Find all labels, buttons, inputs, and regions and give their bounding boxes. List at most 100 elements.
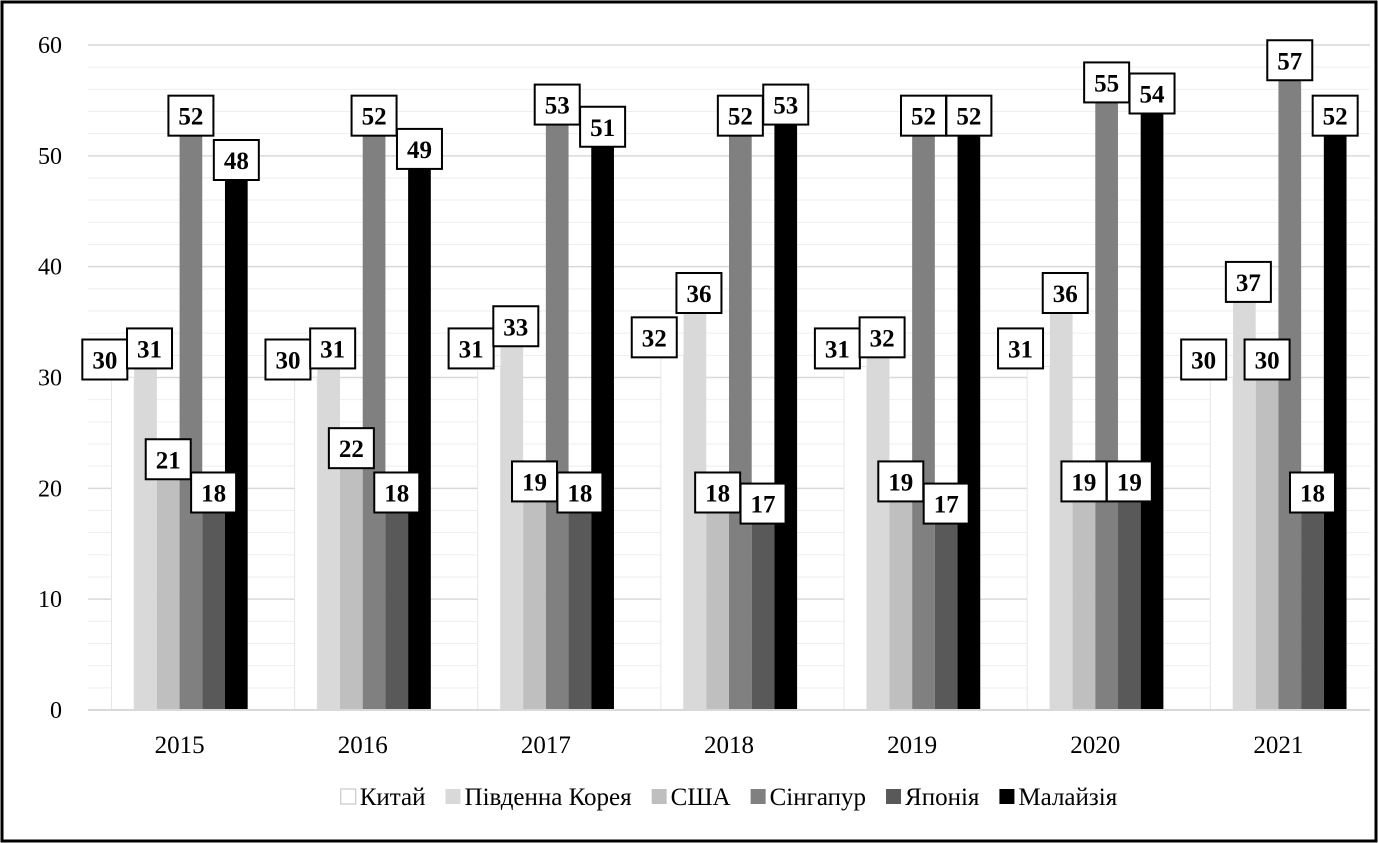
data-label: 18 xyxy=(694,471,742,514)
data-label-text: 37 xyxy=(1236,270,1261,297)
data-label-text: 52 xyxy=(911,104,936,131)
bar xyxy=(1233,299,1256,710)
data-label-box xyxy=(877,460,925,503)
data-label: 36 xyxy=(1041,272,1089,314)
data-label: 37 xyxy=(1224,260,1272,303)
data-label-text: 30 xyxy=(1255,348,1280,375)
data-label: 48 xyxy=(212,139,260,181)
bar xyxy=(477,365,501,711)
bar xyxy=(317,366,341,710)
data-label: 55 xyxy=(1083,61,1131,104)
data-label-box xyxy=(630,316,678,359)
x-tick-label: 2017 xyxy=(521,732,571,759)
bar xyxy=(889,499,913,710)
bar xyxy=(591,144,614,710)
data-label-box xyxy=(373,471,421,514)
bar xyxy=(1209,377,1234,711)
data-label: 19 xyxy=(877,460,925,503)
data-label-text: 17 xyxy=(934,492,959,519)
bar xyxy=(1095,100,1118,710)
data-label-box xyxy=(144,438,192,481)
data-label-text: 30 xyxy=(275,348,300,375)
data-label-box xyxy=(556,471,604,514)
legend-item: США xyxy=(651,784,731,811)
data-label-box xyxy=(1083,61,1131,104)
data-label: 18 xyxy=(373,471,421,514)
bar xyxy=(110,377,135,711)
data-label: 30 xyxy=(264,338,312,381)
data-label-box xyxy=(1060,460,1108,503)
bar xyxy=(202,510,225,710)
x-axis: 2015 2016 2017 2018 2019 2020 2021 xyxy=(155,732,1304,759)
data-label-box xyxy=(1105,460,1153,503)
y-tick-label: 40 xyxy=(38,255,62,281)
data-label: 19 xyxy=(511,460,559,503)
bar xyxy=(912,133,935,710)
data-label-text: 31 xyxy=(320,336,345,363)
legend-label: Японія xyxy=(905,784,980,811)
data-label: 33 xyxy=(492,305,540,348)
y-tick-label: 0 xyxy=(50,698,62,724)
bar xyxy=(1301,510,1324,710)
bar xyxy=(1026,365,1051,711)
data-label-box xyxy=(309,327,357,370)
data-label-text: 21 xyxy=(156,447,181,474)
legend-label: США xyxy=(671,784,731,811)
legend-swatch xyxy=(651,789,667,804)
bar xyxy=(1323,133,1347,710)
data-label-box xyxy=(1311,94,1359,137)
data-label-box xyxy=(1224,260,1272,303)
data-label-box xyxy=(264,338,312,381)
data-label-text: 22 xyxy=(339,436,364,463)
data-label: 17 xyxy=(739,482,787,525)
data-label: 17 xyxy=(922,482,970,525)
bar xyxy=(500,344,524,710)
bar xyxy=(340,466,363,710)
legend-label: Південна Корея xyxy=(465,784,633,811)
data-label-text: 52 xyxy=(362,104,387,131)
bar xyxy=(957,133,981,710)
data-label-box xyxy=(395,127,443,170)
bar xyxy=(1072,499,1096,710)
data-label: 30 xyxy=(1180,338,1228,381)
data-label-box xyxy=(190,471,238,514)
data-label-box xyxy=(167,94,215,137)
legend-swatch xyxy=(999,789,1015,804)
data-label-box xyxy=(511,460,559,503)
data-label-box xyxy=(1266,39,1314,82)
data-label-text: 31 xyxy=(137,336,162,363)
data-label-box xyxy=(813,327,861,370)
y-tick-label: 60 xyxy=(38,33,62,59)
data-label-box xyxy=(762,83,810,126)
legend-label: Сінгапур xyxy=(770,784,866,811)
data-label-text: 30 xyxy=(1191,348,1216,375)
legend-item: Південна Корея xyxy=(445,784,633,811)
data-label-text: 19 xyxy=(1117,469,1142,496)
y-tick-label: 30 xyxy=(38,366,62,392)
data-label-box xyxy=(997,327,1045,370)
data-label-text: 18 xyxy=(201,481,226,508)
data-label-box xyxy=(675,272,723,314)
legend-item: Сінгапур xyxy=(750,784,866,811)
data-label-text: 53 xyxy=(545,93,570,120)
data-label: 30 xyxy=(81,338,129,381)
x-tick-label: 2020 xyxy=(1070,732,1120,759)
data-labels: 30 31 21 52 18 48 30 31 22 52 18 49 31 33 19 53 18 51 32 36… xyxy=(81,39,1359,525)
data-label-text: 49 xyxy=(407,137,432,164)
data-label-text: 48 xyxy=(224,148,249,175)
data-label: 32 xyxy=(630,316,678,359)
legend-item: Японія xyxy=(886,784,980,811)
data-label-text: 17 xyxy=(751,492,776,519)
data-label-text: 53 xyxy=(773,93,798,120)
data-label: 52 xyxy=(899,94,947,137)
data-label-text: 55 xyxy=(1094,70,1119,97)
data-label: 22 xyxy=(327,427,375,470)
data-label: 31 xyxy=(126,327,174,370)
data-label: 54 xyxy=(1128,72,1176,115)
legend: Китай Південна Корея США Сінгапур Японія Мала… xyxy=(340,784,1118,811)
data-label: 31 xyxy=(447,327,495,370)
bar xyxy=(1117,499,1141,710)
legend-label: Китай xyxy=(360,784,426,811)
legend-item: Малайзія xyxy=(999,784,1118,811)
